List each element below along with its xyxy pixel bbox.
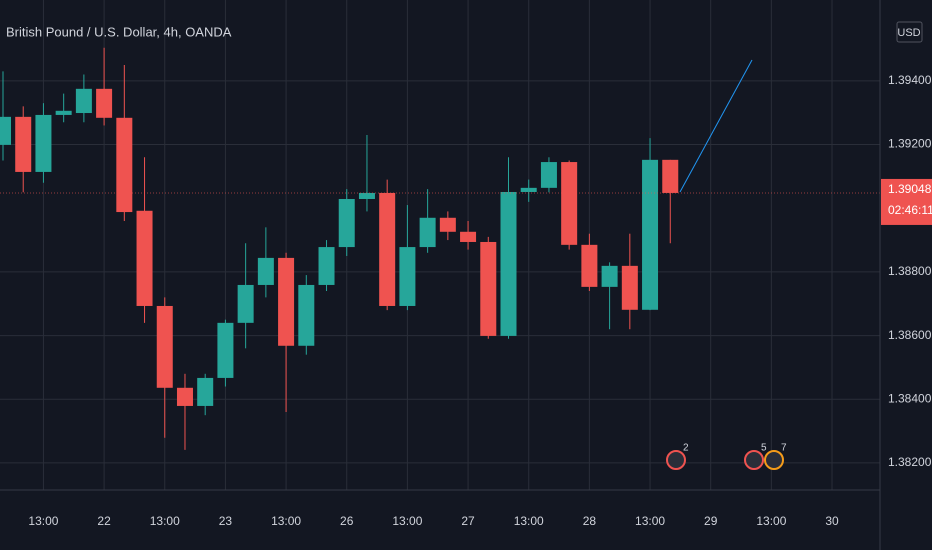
candle-body	[540, 162, 557, 188]
x-tick-label: 13:00	[756, 514, 786, 528]
last-price-label: 1.39048	[888, 182, 932, 196]
candle-body	[621, 265, 638, 310]
candle-body	[379, 192, 396, 306]
candle-body	[35, 114, 52, 172]
y-tick-label: 1.38400	[888, 391, 932, 405]
currency-label[interactable]: USD	[897, 27, 920, 39]
candle-body	[15, 116, 32, 172]
candle-body	[116, 117, 133, 213]
event-icon[interactable]	[764, 450, 784, 470]
candle-body	[520, 187, 537, 192]
x-tick-label: 30	[825, 514, 839, 528]
candle-body	[480, 241, 497, 336]
countdown-label: 02:46:11	[888, 203, 932, 217]
candle-body	[55, 110, 72, 115]
x-tick-label: 13:00	[150, 514, 180, 528]
candle-body	[601, 265, 618, 287]
y-tick-label: 1.38200	[888, 455, 932, 469]
y-tick-label: 1.38600	[888, 328, 932, 342]
event-icon[interactable]	[666, 450, 686, 470]
event-count: 7	[781, 443, 787, 454]
candle-body	[75, 88, 92, 114]
y-tick-label: 1.39400	[888, 73, 932, 87]
candle-body	[399, 247, 416, 306]
candle-body	[257, 257, 274, 285]
candle-body	[197, 377, 214, 406]
x-tick-label: 13:00	[392, 514, 422, 528]
x-tick-label: 13:00	[635, 514, 665, 528]
x-tick-label: 26	[340, 514, 354, 528]
candle-body	[0, 116, 11, 145]
event-icons: 2 5 7	[666, 443, 787, 470]
x-tick-label: 13:00	[28, 514, 58, 528]
candle-body	[136, 210, 153, 306]
candle-body	[278, 257, 295, 346]
chart-title: British Pound / U.S. Dollar, 4h, OANDA	[6, 24, 232, 39]
candle-body	[96, 88, 113, 118]
candle-body	[237, 284, 254, 323]
candle-body	[439, 217, 456, 232]
x-tick-label: 23	[219, 514, 233, 528]
event-icon[interactable]	[744, 450, 764, 470]
event-count: 5	[761, 443, 767, 454]
trend-line	[679, 59, 753, 193]
currency-button[interactable]	[896, 21, 923, 43]
event-count: 2	[683, 443, 689, 454]
candle-body	[338, 198, 355, 248]
candle-body	[318, 247, 335, 285]
candle-body	[217, 322, 234, 378]
candle-body	[642, 159, 659, 310]
candle-body	[176, 387, 193, 406]
x-tick-label: 22	[97, 514, 111, 528]
x-tick-label: 29	[704, 514, 718, 528]
candle-body	[156, 305, 173, 388]
axes: 1.38200 1.38400 1.38600 1.38800 1.39200 1.394…	[28, 73, 932, 528]
x-tick-label: 13:00	[514, 514, 544, 528]
x-tick-label: 27	[461, 514, 475, 528]
candle-body	[561, 162, 578, 245]
candle-body	[581, 244, 598, 287]
last-price-box	[881, 178, 932, 225]
candle-body	[358, 192, 375, 199]
x-tick-label: 13:00	[271, 514, 301, 528]
candle-body	[662, 159, 679, 193]
y-tick-label: 1.39200	[888, 137, 932, 151]
candle-body	[298, 284, 315, 346]
candle-body	[500, 191, 517, 336]
candles	[0, 47, 880, 450]
candle-body	[460, 231, 477, 242]
x-tick-label: 28	[583, 514, 597, 528]
candle-body	[419, 217, 436, 248]
y-tick-label: 1.38800	[888, 264, 932, 278]
